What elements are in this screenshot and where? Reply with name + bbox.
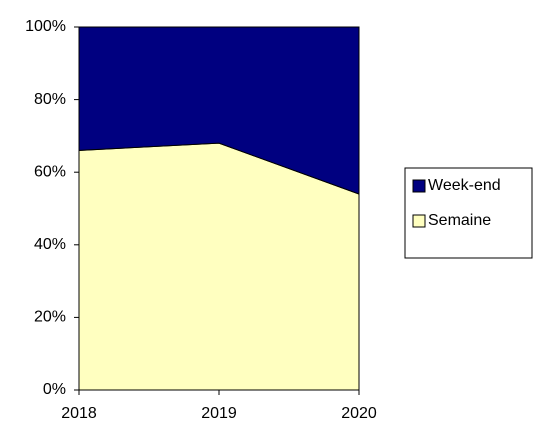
y-tick-label: 0%: [43, 381, 66, 398]
legend-swatch: [412, 214, 426, 228]
x-tick-label: 2020: [341, 405, 377, 422]
legend-label: Semaine: [428, 212, 491, 229]
y-tick-label: 60%: [34, 163, 66, 180]
y-tick-label: 40%: [34, 236, 66, 253]
legend-swatch: [412, 179, 426, 193]
y-tick-label: 80%: [34, 91, 66, 108]
y-tick-label: 100%: [25, 18, 66, 35]
y-tick-label: 20%: [34, 309, 66, 326]
area: [78, 142, 360, 391]
x-tick-label: 2018: [61, 405, 97, 422]
legend-box: [404, 167, 533, 259]
legend-label: Week-end: [428, 177, 501, 194]
x-tick-label: 2019: [201, 405, 237, 422]
